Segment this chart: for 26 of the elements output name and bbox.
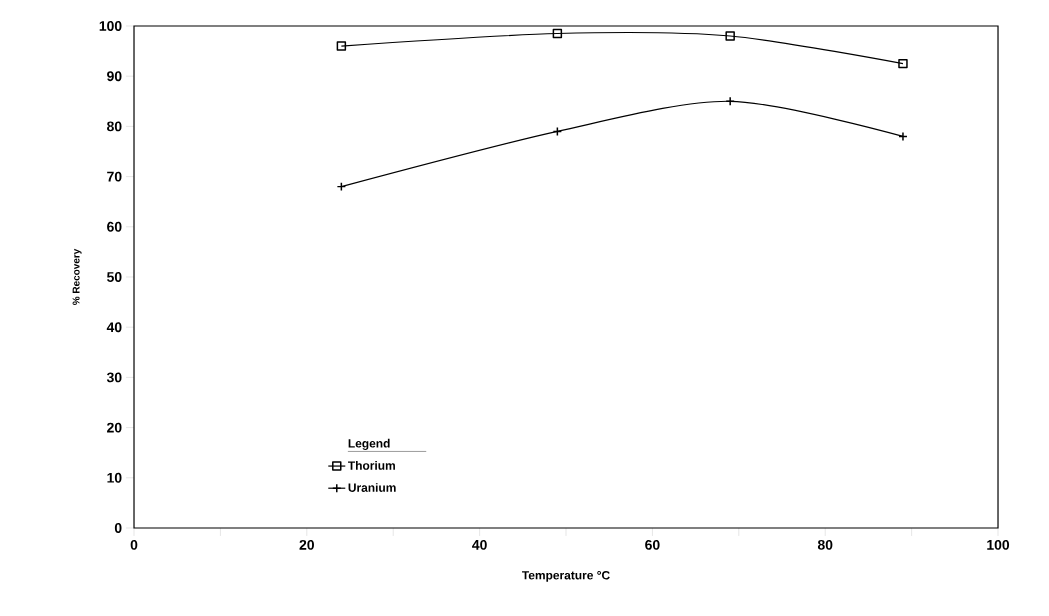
y-tick-label: 30	[106, 372, 122, 383]
y-tick-label: 20	[107, 422, 122, 433]
legend-label: Uranium	[348, 483, 396, 492]
y-tick-label: 10	[107, 472, 122, 483]
x-tick-label: 80	[817, 539, 833, 550]
x-tick-label: 20	[299, 539, 314, 550]
point	[336, 41, 347, 51]
legend-label: Thorium	[348, 460, 395, 470]
y-tick-label: 70	[107, 171, 122, 182]
point	[898, 58, 908, 69]
y-tick-label: 50	[107, 272, 122, 282]
x-axis-title: Temperature °C	[522, 571, 610, 582]
y-tick-label: 80	[107, 121, 122, 132]
y-tick-label: 100	[99, 21, 122, 31]
y-tick-label: 90	[107, 71, 122, 82]
x-tick-label: 100	[987, 539, 1010, 550]
y-tick-label: 60	[107, 221, 122, 232]
y-axis-title: % Recovery	[72, 248, 82, 305]
y-tick-label: 40	[106, 322, 122, 333]
legend-title: Legend	[348, 438, 390, 451]
x-tick-label: 0	[130, 539, 138, 550]
x-tick-label: 40	[472, 539, 487, 550]
x-tick-label: 60	[645, 539, 660, 550]
point	[552, 28, 563, 39]
y-tick-label: 0	[114, 523, 122, 533]
point	[725, 31, 735, 41]
